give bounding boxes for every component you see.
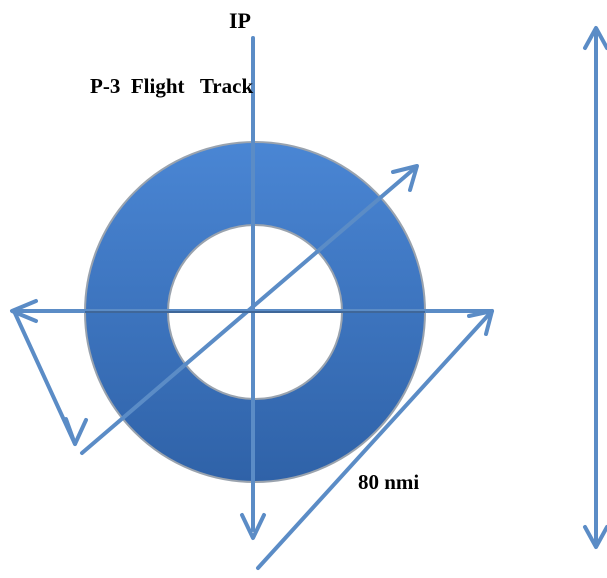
- track-leg-diagonal: [80, 166, 417, 455]
- arrowhead-top-icon: [583, 26, 607, 50]
- flight-track-title: P-3 Flight Track: [90, 74, 254, 98]
- arrowhead-diagonal-icon: [391, 164, 419, 192]
- arrowhead-right-diagonal-icon: [467, 309, 494, 336]
- range-label: 80 nmi: [358, 470, 420, 494]
- arrowhead-bottom-icon: [583, 525, 607, 549]
- track-leg-left-turn: [12, 309, 77, 446]
- track-leg-right-diagonal: [256, 309, 494, 570]
- arrowhead-left-turn-icon: [64, 417, 88, 446]
- ip-label: IP: [229, 8, 251, 33]
- arrowhead-vertical-icon: [240, 513, 266, 540]
